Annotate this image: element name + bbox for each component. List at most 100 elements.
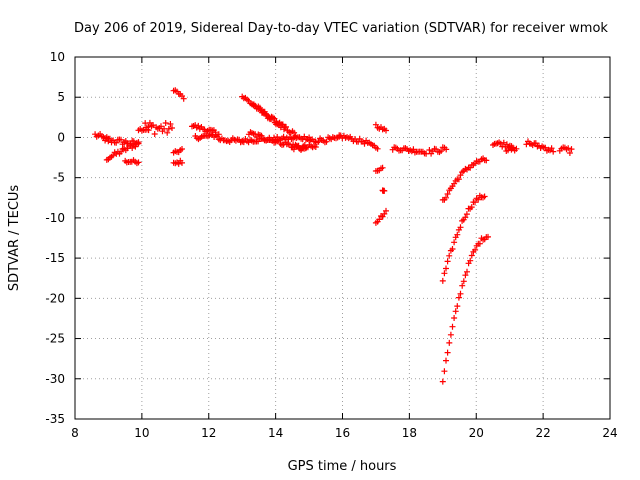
data-point [146, 119, 153, 126]
data-point [315, 138, 322, 145]
data-point [568, 146, 575, 153]
data-point [464, 268, 470, 275]
data-point [446, 339, 453, 346]
data-point [383, 127, 389, 134]
data-point [444, 349, 451, 356]
data-point [454, 231, 461, 238]
data-point [167, 121, 174, 127]
data-series-segment [249, 101, 299, 139]
data-point [462, 214, 469, 221]
data-point [550, 148, 557, 155]
data-point [452, 308, 459, 315]
data-series-segment [103, 139, 142, 163]
data-series-segment [523, 138, 557, 155]
x-axis-ticks: 8 10 12 14 16 18 20 22 24 [71, 57, 618, 440]
data-series-segment [372, 207, 389, 226]
data-point [410, 146, 417, 153]
x-tick-label: 18 [402, 426, 417, 440]
data-point [162, 120, 169, 126]
data-point [455, 176, 462, 183]
data-point [379, 164, 386, 171]
data-point [457, 290, 464, 297]
data-point [145, 123, 152, 130]
data-point [566, 150, 573, 156]
data-point [150, 122, 157, 129]
x-tick-label: 24 [602, 426, 617, 440]
data-series-segment [170, 157, 185, 167]
data-point [323, 138, 330, 145]
x-tick-label: 10 [134, 426, 149, 440]
x-tick-label: 22 [535, 426, 550, 440]
data-point [449, 246, 456, 252]
data-series-segment [389, 144, 430, 157]
data-series-segment [490, 139, 516, 151]
data-point [135, 140, 142, 147]
data-point [135, 159, 142, 166]
data-point [270, 115, 277, 122]
data-series-segment [142, 119, 175, 137]
data-point [376, 216, 383, 223]
y-axis-ticks: 10 5 0 -5 -10 -15 -20 -25 -30 -35 [45, 50, 610, 426]
data-point [283, 123, 289, 130]
data-point [258, 132, 265, 139]
y-tick-label: -5 [53, 171, 65, 185]
data-point [383, 207, 389, 214]
y-tick-label: 0 [57, 130, 65, 144]
y-axis-label: SDTVAR / TECUs [7, 185, 22, 292]
data-point [446, 252, 453, 259]
data-series-segment [439, 155, 490, 203]
data-series-segment [379, 187, 388, 194]
x-tick-label: 14 [268, 426, 283, 440]
data-point [164, 129, 171, 136]
x-tick-label: 12 [201, 426, 216, 440]
data-point [129, 145, 136, 151]
data-point [451, 315, 458, 321]
data-point [500, 139, 507, 146]
data-point [361, 140, 368, 147]
data-point [447, 331, 454, 338]
data-point [441, 270, 448, 277]
data-point [169, 125, 175, 131]
y-tick-label: -20 [45, 291, 65, 305]
data-point [439, 277, 446, 284]
data-series-segment [122, 157, 142, 167]
data-series-segment [372, 164, 386, 174]
data-series-segment [426, 144, 450, 157]
y-tick-label: -10 [45, 211, 65, 225]
data-series-segment [306, 133, 343, 146]
data-series-segment [556, 144, 575, 156]
data-point [463, 211, 470, 218]
data-series-segment [367, 140, 381, 152]
data-point [118, 136, 124, 143]
data-series-segment [372, 121, 389, 134]
data-point [381, 187, 388, 194]
data-point [426, 147, 433, 153]
data-point [158, 123, 164, 130]
data-point [485, 233, 491, 240]
data-point [454, 303, 461, 310]
y-tick-label: -35 [45, 412, 65, 426]
plot-frame [74, 56, 611, 420]
data-point [175, 160, 182, 167]
y-tick-label: -15 [45, 251, 65, 265]
data-point [443, 357, 449, 364]
chart-title: Day 206 of 2019, Sidereal Day-to-day VTE… [74, 21, 608, 36]
data-point [290, 146, 297, 153]
y-tick-label: 5 [57, 90, 65, 104]
data-point [275, 137, 282, 143]
data-point [132, 143, 139, 150]
data-point [472, 246, 479, 253]
data-point [565, 145, 572, 152]
data-points [92, 87, 575, 385]
x-tick-label: 8 [71, 426, 79, 440]
data-point [462, 272, 469, 279]
data-point [257, 106, 264, 113]
data-series-segment [192, 131, 222, 143]
data-point [106, 135, 113, 142]
data-point [459, 282, 466, 289]
data-point [532, 140, 539, 147]
data-series-segment [439, 192, 488, 284]
x-tick-label: 20 [469, 426, 484, 440]
y-tick-label: 10 [50, 50, 65, 64]
